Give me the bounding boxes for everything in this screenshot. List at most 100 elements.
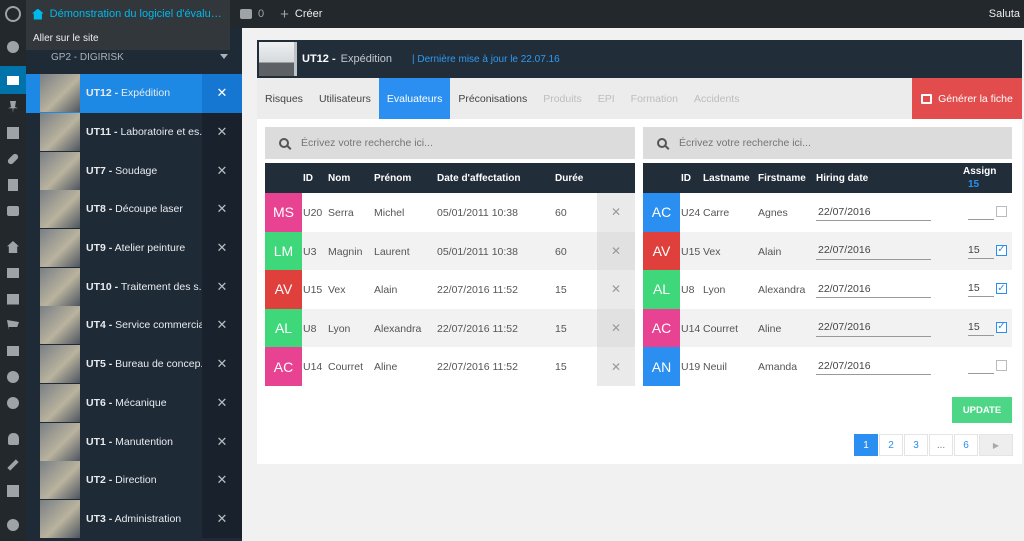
pages-icon[interactable] [6,178,20,192]
avatar[interactable]: AV [643,231,680,271]
page-3[interactable]: 3 [904,434,928,456]
pin-icon[interactable] [6,100,20,114]
account-greeting[interactable]: Saluta [988,8,1020,20]
work-unit-item[interactable]: UT12 - Expédition ✕ [26,74,242,113]
work-unit-thumbnail[interactable] [259,42,297,76]
avatar[interactable]: AL [643,270,680,309]
close-icon[interactable]: ✕ [202,306,242,345]
comments-link[interactable]: 0 [230,8,274,20]
avatar[interactable]: AC [265,347,302,386]
next-page-icon[interactable]: ▶ [979,434,1013,456]
work-unit-item[interactable]: UT3 - Administration ✕ [26,499,242,539]
work-unit-name[interactable]: Expédition [340,53,392,65]
assign-checkbox[interactable] [996,360,1007,372]
work-unit-item[interactable]: UT7 - Soudage ✕ [26,151,242,191]
archive-icon[interactable] [6,266,20,280]
delete-icon[interactable]: ✕ [597,231,635,271]
link-icon[interactable] [6,152,20,166]
page-2[interactable]: 2 [879,434,903,456]
duration-input[interactable]: 15 [968,281,994,298]
delete-icon[interactable]: ✕ [597,347,635,386]
close-icon[interactable]: ✕ [202,228,242,268]
avatar[interactable]: AV [265,270,302,309]
hiring-date-input[interactable] [816,280,931,299]
close-icon[interactable]: ✕ [202,190,242,229]
work-unit-item[interactable]: UT8 - Découpe laser ✕ [26,190,242,229]
avatar[interactable]: MS [265,193,302,232]
generate-sheet-button[interactable]: Générer la fiche [912,78,1022,119]
hiring-date-input[interactable] [816,357,931,376]
store-icon[interactable] [6,292,20,306]
tab-utilisateurs[interactable]: Utilisateurs [318,92,371,105]
close-icon[interactable]: ✕ [202,499,242,539]
tab-evaluateurs[interactable]: Evaluateurs [378,78,451,119]
duration-input[interactable]: 15 [968,243,994,259]
close-icon[interactable]: ✕ [202,460,242,500]
work-unit-item[interactable]: UT5 - Bureau de concep... ✕ [26,344,242,384]
duration-input[interactable] [968,204,994,220]
close-icon[interactable]: ✕ [202,267,242,307]
close-icon[interactable]: ✕ [202,422,242,461]
close-icon[interactable]: ✕ [202,112,242,152]
avatar[interactable]: AL [265,308,302,348]
avatar[interactable]: AC [643,308,680,348]
work-unit-item[interactable]: UT4 - Service commercial ✕ [26,306,242,345]
work-unit-thumbnail [40,113,80,152]
delete-icon[interactable]: ✕ [597,270,635,309]
assign-checkbox[interactable]: ✓ [996,244,1007,256]
hiring-date-input[interactable] [816,318,931,337]
digirisk-menu-icon[interactable] [0,66,26,94]
page-6[interactable]: 6 [954,434,978,456]
close-icon[interactable]: ✕ [202,344,242,384]
tab-préconisations[interactable]: Préconisations [458,92,528,105]
work-unit-item[interactable]: UT6 - Mécanique ✕ [26,383,242,423]
avatar[interactable]: AN [643,347,680,386]
tools-icon[interactable] [6,458,20,472]
collapse-menu-icon[interactable] [6,518,20,532]
duration-input[interactable]: 15 [968,320,994,336]
close-icon[interactable]: ✕ [202,383,242,423]
avatar[interactable]: AC [643,193,680,232]
new-content-button[interactable]: + Créer [274,6,328,23]
work-unit-item[interactable]: UT11 - Laboratoire et es... ✕ [26,112,242,152]
hiring-date-input[interactable] [816,203,931,221]
dashboard-icon[interactable] [6,40,20,54]
avatar[interactable]: LM [265,231,302,271]
visit-site-link[interactable]: Aller sur le site [26,28,230,50]
work-unit-item[interactable]: UT10 - Traitement des s... ✕ [26,267,242,307]
work-unit-item[interactable]: UT2 - Direction ✕ [26,460,242,500]
tab-epi: EPI [597,92,615,105]
column-id: ID [681,173,691,184]
id-card-icon[interactable] [6,344,20,358]
users-icon[interactable] [6,432,20,446]
update-button[interactable]: UPDATE [952,397,1012,423]
work-unit-item[interactable]: UT1 - Manutention ✕ [26,422,242,461]
group-selector[interactable]: GP2 - DIGIRISK [26,28,242,74]
wordpress-logo-icon[interactable] [0,0,26,28]
media-icon[interactable] [6,126,20,140]
settings-icon[interactable] [6,484,20,498]
tab-risques[interactable]: Risques [265,92,303,105]
cart-icon[interactable] [6,318,20,332]
assign-checkbox[interactable]: ✓ [996,321,1007,333]
delete-icon[interactable]: ✕ [597,308,635,348]
home-menu-icon[interactable] [6,240,20,254]
hiring-date-input[interactable] [816,241,931,260]
accessibility-icon[interactable] [6,396,20,410]
pagination: 1 2 3... 6 ▶ [854,434,1014,456]
close-icon[interactable]: ✕ [202,74,242,113]
close-icon[interactable]: ✕ [202,151,242,191]
assign-checkbox[interactable]: ✓ [996,282,1007,295]
comments-menu-icon[interactable] [6,204,20,218]
duration-input[interactable] [968,358,994,375]
delete-icon[interactable]: ✕ [597,193,635,232]
table-row: AN U19 Neuil Amanda [643,347,1012,386]
assign-checkbox[interactable] [996,206,1007,217]
cell-duree: 15 [555,322,567,335]
evaluator-search-input[interactable] [679,137,979,149]
page-1[interactable]: 1 [854,434,878,456]
work-unit-item[interactable]: UT9 - Atelier peinture ✕ [26,228,242,268]
site-name-link[interactable]: Démonstration du logiciel d'évaluat... [26,0,230,28]
help-icon[interactable] [6,370,20,384]
assigned-search-input[interactable] [301,137,601,149]
